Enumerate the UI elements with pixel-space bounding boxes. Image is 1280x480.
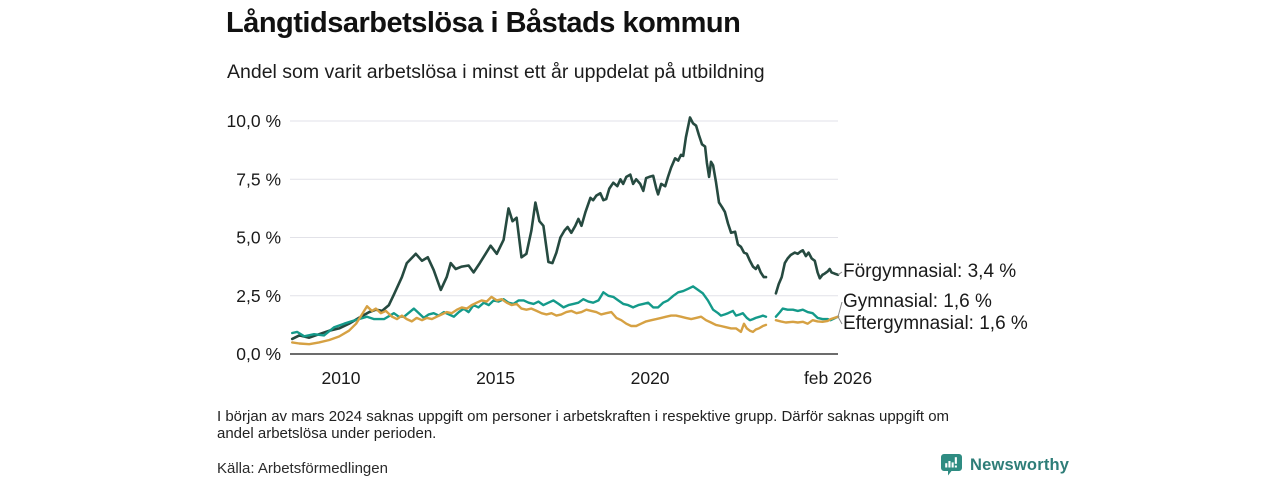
newsworthy-chart-bubble-icon: [941, 454, 962, 476]
x-tick-label: 2010: [322, 368, 361, 388]
footnote-line-2: andel arbetslösa under perioden.: [217, 425, 437, 442]
brand-name: Newsworthy: [970, 455, 1070, 474]
y-tick-label: 0,0 %: [236, 344, 281, 364]
series-line-eftergymnasial: [774, 315, 840, 325]
series-label-eftergymnasial: Eftergymnasial: 1,6 %: [843, 313, 1028, 334]
footnote-line-1: I början av mars 2024 saknas uppgift om …: [217, 408, 950, 425]
series-line-eftergymnasial: [291, 295, 768, 346]
page-subtitle: Andel som varit arbetslösa i minst ett å…: [227, 61, 765, 83]
y-tick-label: 5,0 %: [236, 228, 281, 248]
series-line-gymnasial: [291, 285, 768, 338]
label-connector: [837, 316, 843, 325]
newsworthy-brand: Newsworthy: [940, 453, 1069, 477]
series-line-förgymnasial: [774, 249, 840, 295]
series-line-förgymnasial: [290, 116, 768, 341]
x-tick-label: 2015: [476, 368, 515, 388]
y-tick-label: 2,5 %: [236, 286, 281, 306]
series-line-gymnasial: [774, 307, 840, 322]
series-label-gymnasial: Gymnasial: 1,6 %: [843, 291, 992, 312]
page-title: Långtidsarbetslösa i Båstads kommun: [226, 7, 741, 39]
y-tick-label: 7,5 %: [236, 169, 281, 189]
x-tick-label: 2020: [631, 368, 670, 388]
y-tick-label: 10,0 %: [227, 111, 281, 131]
label-connector: [837, 301, 843, 317]
source-caption: Källa: Arbetsförmedlingen: [217, 460, 388, 477]
series-label-forgymnasial: Förgymnasial: 3,4 %: [843, 261, 1017, 282]
label-connector: [837, 271, 843, 276]
x-tick-label: feb 2026: [804, 368, 872, 388]
